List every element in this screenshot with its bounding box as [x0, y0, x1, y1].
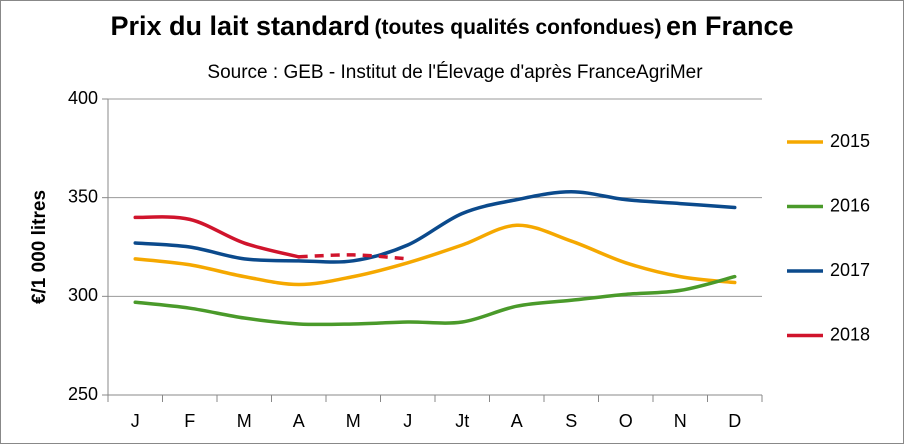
x-tick-label: M — [237, 411, 252, 431]
x-tick-label: S — [565, 411, 577, 431]
chart-subtitle: Source : GEB - Institut de l'Élevage d'a… — [207, 62, 703, 83]
series-line — [133, 223, 737, 287]
title-part: en France — [666, 11, 794, 41]
y-tick-label: 250 — [68, 384, 98, 404]
legend-label: 2017 — [830, 260, 870, 280]
x-tick-label: J — [403, 411, 412, 431]
series-line — [133, 274, 737, 327]
x-tick-label: N — [674, 411, 687, 431]
x-tick-label: J — [131, 411, 140, 431]
x-tick-label: M — [346, 411, 361, 431]
x-tick-label: F — [184, 411, 195, 431]
series-line — [298, 253, 408, 261]
series-line — [133, 215, 301, 259]
y-tick-label: 350 — [68, 186, 98, 206]
x-tick-label: D — [728, 411, 741, 431]
x-tick-label: A — [511, 411, 523, 431]
y-tick-label: 300 — [68, 285, 98, 305]
title-part: (toutes qualités confondues) — [374, 16, 661, 39]
y-tick-label: 400 — [68, 88, 98, 108]
legend-label: 2016 — [830, 195, 870, 215]
x-tick-label: A — [293, 411, 305, 431]
chart-title: Prix du lait standard (toutes qualités c… — [110, 11, 793, 41]
x-tick-label: O — [619, 411, 633, 431]
title-part: Prix du lait standard — [110, 11, 370, 41]
legend-label: 2015 — [830, 131, 870, 151]
series-line — [133, 189, 737, 264]
legend-label: 2018 — [830, 324, 870, 344]
y-axis-label: €/1 000 litres — [29, 190, 50, 304]
x-tick-label: Jt — [455, 411, 469, 431]
